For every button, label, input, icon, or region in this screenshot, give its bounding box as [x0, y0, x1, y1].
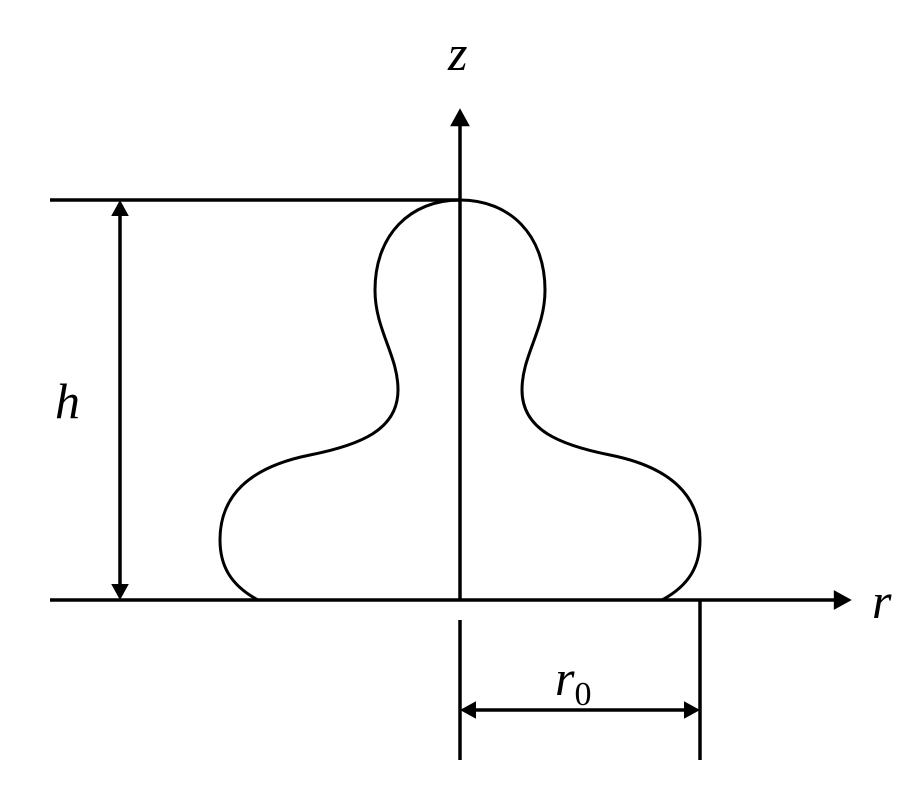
z-axis-label: z	[447, 25, 467, 81]
r-axis-label: r	[872, 573, 892, 629]
h-label: h	[55, 373, 80, 429]
